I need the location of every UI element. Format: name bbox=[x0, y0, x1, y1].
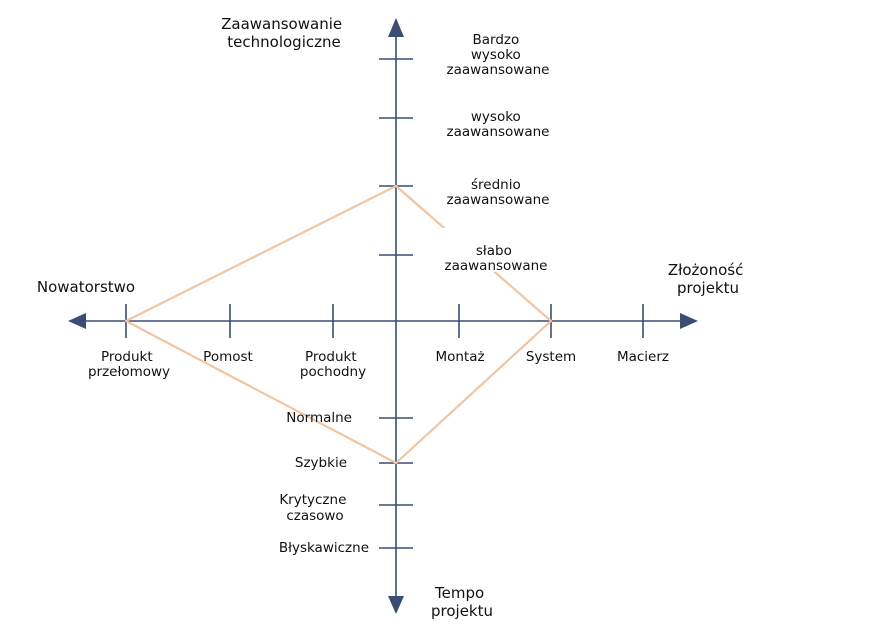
down-arrow-icon bbox=[388, 596, 404, 614]
label-mask bbox=[438, 228, 568, 272]
pace-level-label: Szybkie bbox=[295, 455, 347, 471]
axis-labels: Zaawansowanie technologiczne Złożoność p… bbox=[37, 15, 748, 620]
novelty-level-label: Produkt przełomowy bbox=[88, 349, 170, 380]
axes bbox=[68, 18, 698, 614]
diamond-outline bbox=[124, 184, 553, 465]
technology-level-label: słabo zaawansowane bbox=[445, 243, 548, 274]
pace-level-label: Błyskawiczne bbox=[279, 540, 369, 556]
technology-axis-title: Zaawansowanie technologiczne bbox=[221, 15, 347, 51]
right-arrow-icon bbox=[680, 313, 698, 329]
complexity-level-label: Montaż bbox=[435, 349, 484, 365]
pace-level-label: Krytyczne czasowo bbox=[279, 492, 350, 524]
technology-level-label: Bardzo wysoko zaawansowane bbox=[447, 32, 550, 78]
technology-level-label: wysoko zaawansowane bbox=[447, 109, 550, 140]
technology-level-label: średnio zaawansowane bbox=[447, 177, 550, 208]
up-arrow-icon bbox=[388, 18, 404, 37]
left-arrow-icon bbox=[68, 313, 86, 329]
novelty-axis-title: Nowatorstwo bbox=[37, 278, 135, 296]
novelty-level-label: Pomost bbox=[203, 349, 253, 365]
novelty-level-label: Produkt pochodny bbox=[300, 349, 366, 380]
complexity-level-label: Macierz bbox=[617, 349, 669, 365]
pace-axis-title: Tempo projektu bbox=[431, 584, 493, 620]
tick-marks bbox=[125, 58, 644, 549]
complexity-level-label: System bbox=[526, 349, 576, 365]
pace-level-label: Normalne bbox=[286, 410, 352, 426]
complexity-axis-title: Złożoność projektu bbox=[668, 261, 748, 297]
